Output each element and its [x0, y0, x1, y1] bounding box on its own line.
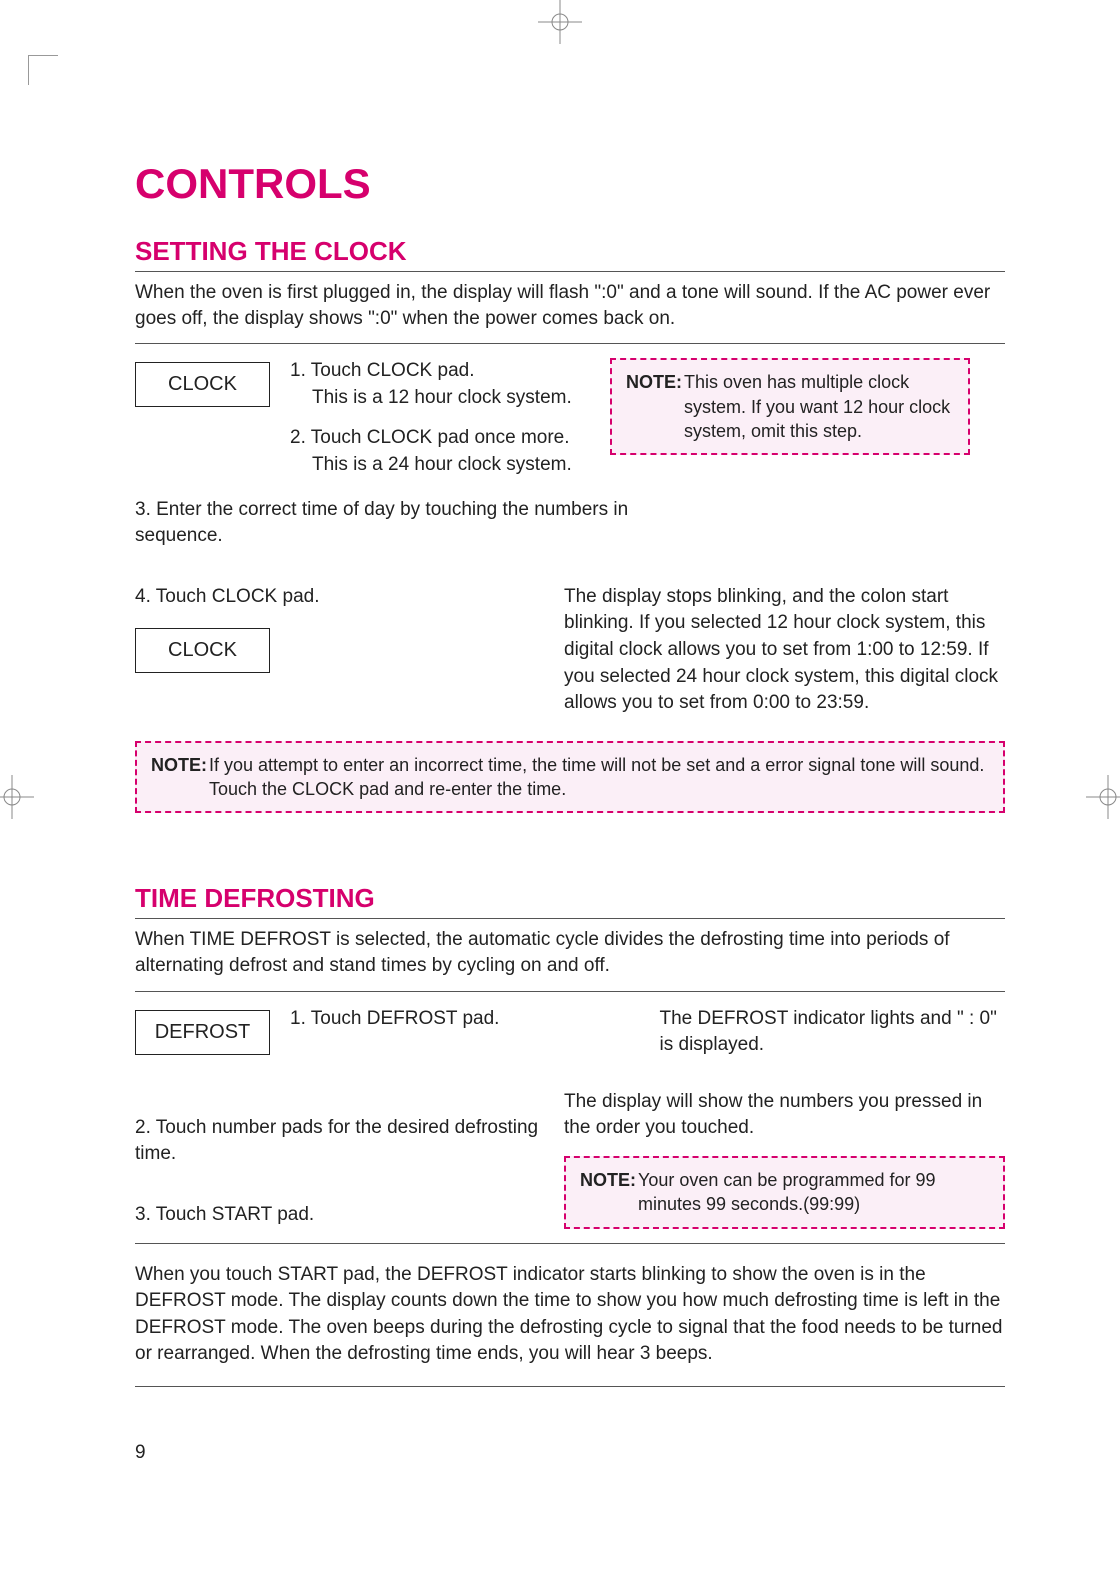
section-defrost: TIME DEFROSTING When TIME DEFROST is sel…	[135, 883, 1005, 1387]
page-content: CONTROLS SETTING THE CLOCK When the oven…	[135, 160, 1005, 1387]
registration-mark-top	[538, 0, 582, 44]
defrost-row-2: 2. Touch number pads for the desired def…	[135, 1089, 1005, 1229]
registration-mark-right	[1086, 775, 1120, 819]
clock-step-2: 2. Touch CLOCK pad once more.	[290, 425, 590, 452]
clock-step-4-desc: The display stops blinking, and the colo…	[564, 584, 1005, 717]
defrost-step-3: 3. Touch START pad.	[135, 1202, 540, 1229]
page-title: CONTROLS	[135, 160, 1005, 208]
clock-intro: When the oven is first plugged in, the d…	[135, 280, 1005, 344]
clock-row-2: 4. Touch CLOCK pad. CLOCK The display st…	[135, 584, 1005, 717]
page-number: 9	[135, 1442, 146, 1464]
clock-row-1: CLOCK 1. Touch CLOCK pad. This is a 12 h…	[135, 358, 1005, 478]
section-heading-clock: SETTING THE CLOCK	[135, 236, 1005, 272]
defrost-step-1-desc: The DEFROST indicator lights and " : 0" …	[660, 1006, 1006, 1059]
defrost-intro: When TIME DEFROST is selected, the autom…	[135, 927, 1005, 991]
registration-mark-left	[0, 775, 34, 819]
clock-pad-2: CLOCK	[135, 628, 270, 673]
clock-step-1: 1. Touch CLOCK pad.	[290, 358, 590, 385]
defrost-step-2-desc: The display will show the numbers you pr…	[564, 1089, 1005, 1142]
clock-note-2: NOTE: If you attempt to enter an incorre…	[135, 741, 1005, 814]
clock-step-2-sub: This is a 24 hour clock system.	[290, 452, 590, 479]
defrost-step-1: 1. Touch DEFROST pad.	[290, 1006, 636, 1033]
clock-step-3: 3. Enter the correct time of day by touc…	[135, 497, 655, 550]
note-text: Your oven can be programmed for 99 minut…	[580, 1168, 989, 1217]
clock-step-4: 4. Touch CLOCK pad.	[135, 584, 540, 611]
clock-note-1: NOTE: This oven has multiple clock syste…	[610, 358, 970, 455]
defrost-closing: When you touch START pad, the DEFROST in…	[135, 1262, 1005, 1368]
defrost-note: NOTE: Your oven can be programmed for 99…	[564, 1156, 1005, 1229]
note-text: If you attempt to enter an incorrect tim…	[151, 753, 989, 802]
defrost-row-1: DEFROST 1. Touch DEFROST pad. The DEFROS…	[135, 1006, 1005, 1059]
defrost-pad: DEFROST	[135, 1010, 270, 1055]
section-heading-defrost: TIME DEFROSTING	[135, 883, 1005, 919]
rule	[135, 1243, 1005, 1244]
rule	[135, 1386, 1005, 1387]
crop-mark-top-left	[28, 55, 58, 85]
clock-step-1-sub: This is a 12 hour clock system.	[290, 385, 590, 412]
defrost-step-2: 2. Touch number pads for the desired def…	[135, 1115, 540, 1168]
clock-pad-1: CLOCK	[135, 362, 270, 407]
